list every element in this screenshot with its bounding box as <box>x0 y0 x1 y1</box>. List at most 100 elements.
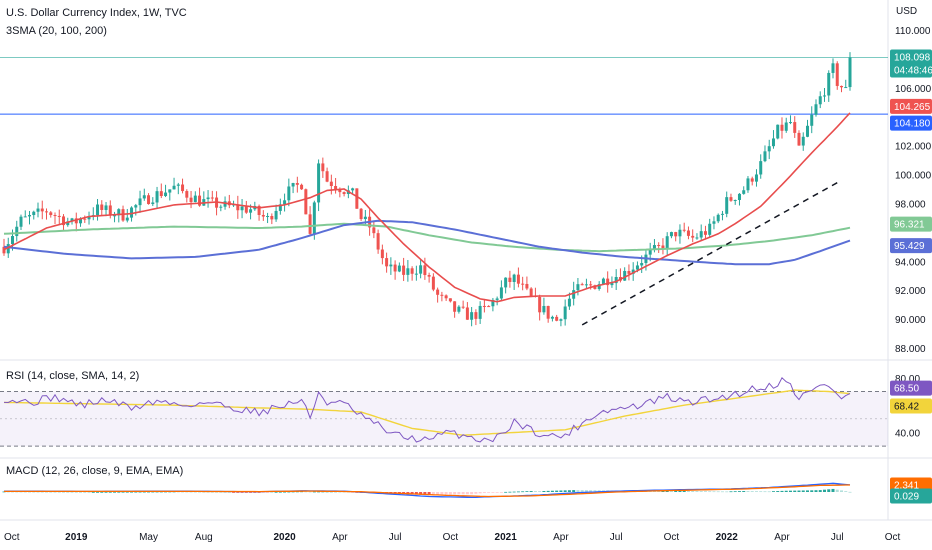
macd-histogram-bar <box>189 491 193 493</box>
macd-histogram-bar <box>121 491 125 493</box>
candle-body <box>776 124 780 139</box>
macd-histogram-bar <box>91 491 95 493</box>
macd-histogram-bar <box>746 491 750 492</box>
macd-histogram-bar <box>291 491 295 493</box>
macd-histogram-bar <box>559 490 563 492</box>
candle-body <box>334 186 338 190</box>
time-tick-label: Oct <box>885 532 901 543</box>
macd-histogram-bar <box>729 491 733 493</box>
price-label: 104.180 <box>894 119 931 130</box>
macd-histogram-bar <box>538 491 542 492</box>
macd-histogram-bar <box>827 489 831 492</box>
candle-body <box>767 146 771 152</box>
macd-histogram-bar <box>474 492 478 494</box>
macd-histogram-bar <box>444 492 448 495</box>
macd-histogram-bar <box>419 492 423 495</box>
candle-body <box>737 193 741 200</box>
candle-body <box>580 284 584 286</box>
macd-histogram-bar <box>750 491 754 492</box>
macd-histogram-bar <box>788 490 792 492</box>
horizontal-lines <box>0 56 888 115</box>
macd-histogram-bar <box>533 491 537 492</box>
candle-body <box>96 204 100 216</box>
candle-body <box>461 306 465 308</box>
candle-body <box>631 269 635 274</box>
candle-body <box>19 216 23 227</box>
candle-body <box>674 232 678 237</box>
candle-body <box>504 277 508 288</box>
macd-histogram-bar <box>87 492 91 493</box>
candle-body <box>699 231 703 238</box>
macd-histogram-bar <box>516 491 520 493</box>
macd-histogram-bar <box>839 490 843 492</box>
time-tick-label: May <box>139 532 158 543</box>
candle-body <box>380 249 384 259</box>
candle-body <box>427 275 431 277</box>
macd-histogram-bar <box>657 490 661 492</box>
macd-histogram-bar <box>236 492 240 493</box>
candle-body <box>601 278 605 285</box>
macd-histogram-bar <box>138 491 142 493</box>
time-tick-label: 2022 <box>716 532 739 543</box>
candle-body <box>240 206 244 211</box>
candle-body <box>159 191 163 197</box>
candle-body <box>108 205 112 216</box>
macd-histogram-bar <box>695 491 699 492</box>
macd-title: MACD (12, 26, close, 9, EMA, EMA) <box>6 465 183 477</box>
macd-histogram-bar <box>219 491 223 493</box>
candle-body <box>138 198 142 206</box>
macd-histogram-bar <box>74 491 78 493</box>
macd-histogram-bar <box>66 491 70 493</box>
macd-histogram-bar <box>57 491 61 493</box>
macd-histogram-bar <box>312 491 316 493</box>
macd-histogram-bar <box>104 491 108 493</box>
macd-histogram-bar <box>49 491 53 493</box>
macd-histogram-bar <box>108 491 112 493</box>
macd-histogram-bar <box>831 488 835 492</box>
macd-histogram-bar <box>805 490 809 492</box>
macd-histogram-bar <box>844 491 848 492</box>
price-label: 108.098 <box>894 52 931 63</box>
candle-body <box>355 188 359 209</box>
candle-body <box>193 195 197 203</box>
candle-body <box>491 299 495 307</box>
candle-body <box>550 316 554 319</box>
rsi-line <box>3 376 851 443</box>
macd-histogram-bar <box>125 491 129 493</box>
candle-body <box>831 63 835 73</box>
time-tick-label: Apr <box>774 532 790 543</box>
candle-body <box>278 204 282 211</box>
candle-body <box>49 212 53 216</box>
macd-histogram-bar <box>113 491 117 493</box>
chart-title: U.S. Dollar Currency Index, 1W, TVC <box>6 7 187 19</box>
macd-histogram-bar <box>814 490 818 492</box>
price-label-bg <box>890 216 932 232</box>
candle-body <box>457 306 461 312</box>
macd-histogram-bar <box>227 491 231 493</box>
candle-body <box>678 229 682 237</box>
macd-histogram-bar <box>70 491 74 493</box>
candle-body <box>606 278 610 286</box>
candle-body <box>529 288 533 296</box>
candle-body <box>87 216 91 220</box>
price-label: 95.429 <box>894 241 925 252</box>
macd-histogram-bar <box>810 490 814 492</box>
candle-body <box>206 197 210 200</box>
price-label-bg <box>890 115 932 131</box>
candle-body <box>440 294 444 296</box>
macd-histogram-bar <box>771 491 775 492</box>
trendline[interactable] <box>581 179 842 326</box>
macd-histogram-bar <box>661 490 665 492</box>
time-tick-label: Oct <box>4 532 20 543</box>
candle-body <box>219 206 223 208</box>
macd-histogram-bar <box>436 492 440 495</box>
macd-histogram-bar <box>776 491 780 492</box>
candle-body <box>32 211 36 216</box>
candle-body <box>703 231 707 235</box>
candle-body <box>542 305 546 313</box>
candle-body <box>321 163 325 172</box>
candle-body <box>393 264 397 272</box>
candle-body <box>270 216 274 220</box>
candle-body <box>754 174 758 182</box>
